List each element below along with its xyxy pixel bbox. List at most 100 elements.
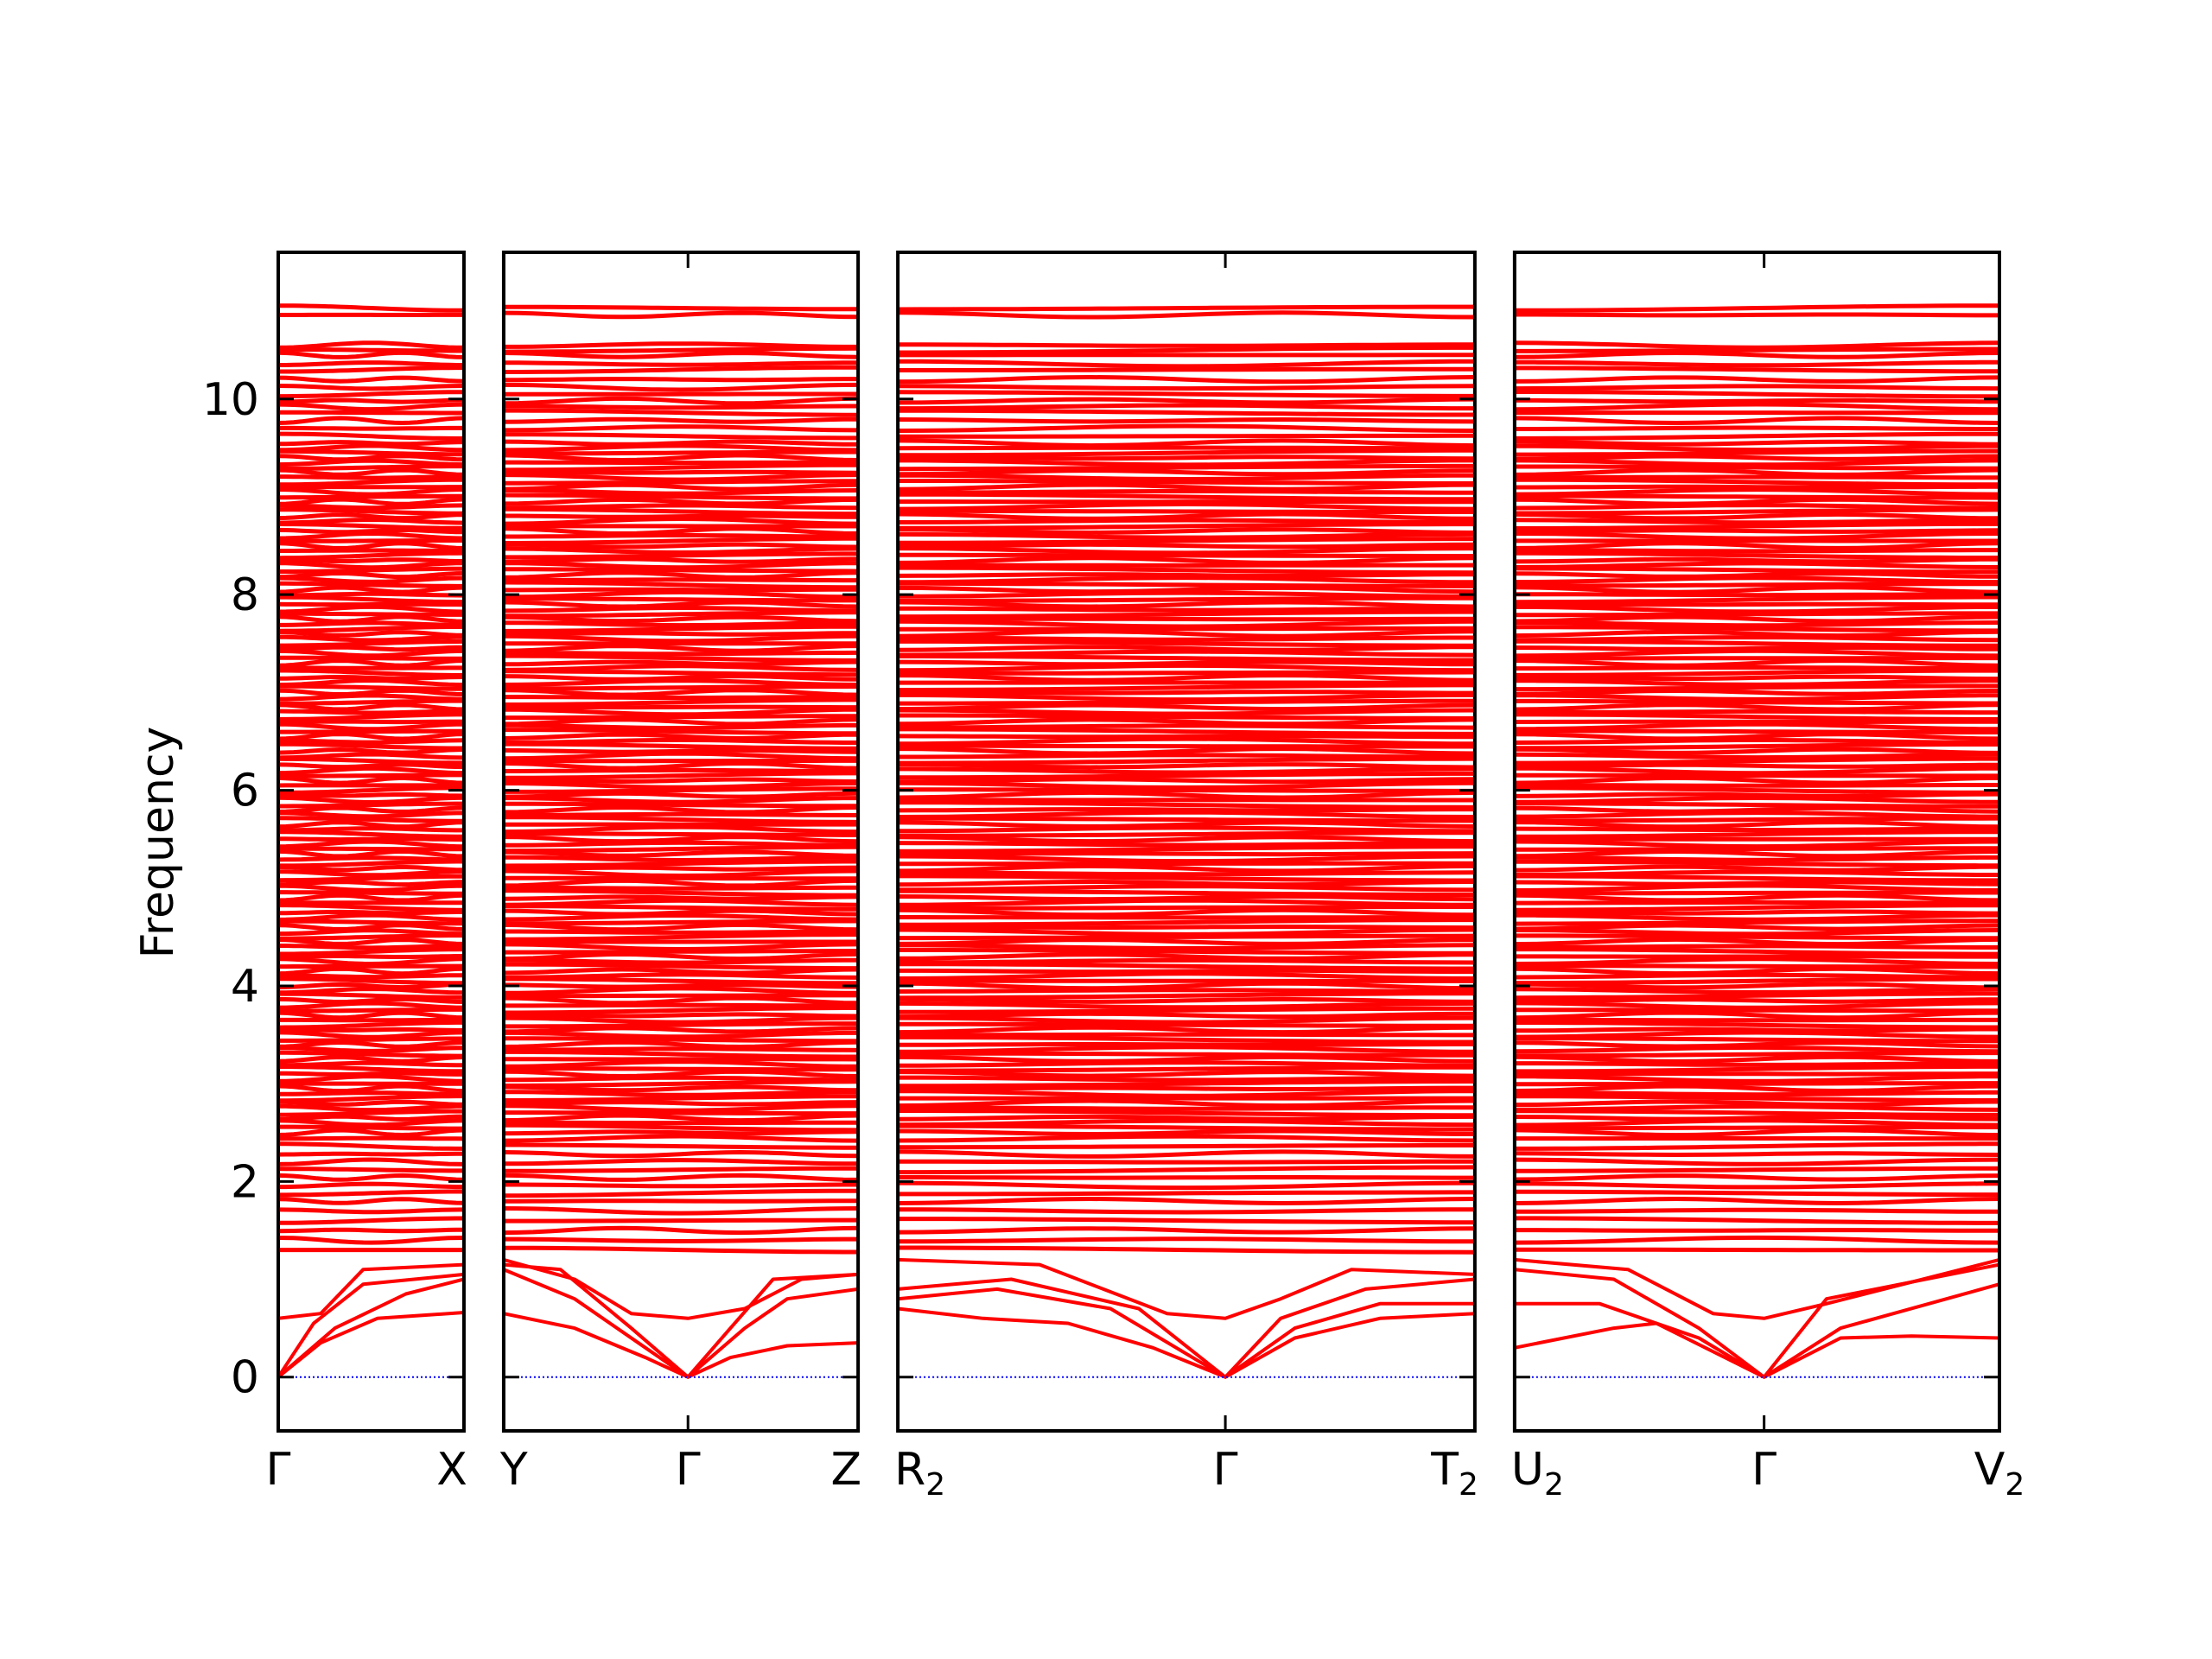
x-tick-label-subscript: 2 [1544, 1467, 1564, 1503]
band-line [503, 1122, 859, 1133]
band-line [1514, 487, 2000, 497]
band-line [1514, 795, 2000, 804]
band-line [503, 377, 859, 383]
y-tick-label: 8 [231, 569, 259, 621]
band-line [1514, 425, 1999, 431]
band-line [278, 869, 464, 878]
band-line [278, 1197, 464, 1205]
band-line [898, 927, 1475, 937]
band-line [503, 506, 859, 517]
band-line [503, 1158, 859, 1166]
band-line [278, 826, 464, 833]
band-line [1514, 518, 2000, 525]
band-line [278, 550, 464, 561]
band-line [278, 458, 464, 467]
band-line [503, 1113, 859, 1123]
band-line [503, 1100, 859, 1107]
band-line [503, 865, 859, 872]
band-line [278, 1141, 464, 1151]
band-line [278, 1050, 464, 1058]
band-line [898, 844, 1475, 854]
band-line [503, 1059, 859, 1069]
x-tick-label: Γ [676, 1444, 701, 1496]
band-line [898, 851, 1475, 857]
band-line [503, 1039, 859, 1050]
band-line [898, 537, 1475, 545]
band-line [278, 1030, 464, 1039]
band-line [503, 767, 859, 773]
band-line [898, 996, 1475, 1004]
band-line [278, 918, 464, 926]
band-line [503, 815, 859, 824]
band-line [1514, 991, 1999, 1001]
band-line [503, 1103, 859, 1113]
acoustic-band-line [278, 1272, 464, 1378]
band-line [1514, 918, 1999, 926]
band-line [278, 375, 464, 384]
band-line [898, 981, 1475, 991]
band-line [1514, 805, 2000, 814]
band-line [503, 1142, 859, 1150]
band-line [898, 1105, 1475, 1111]
band-line [1514, 810, 1999, 819]
band-line [1514, 645, 1999, 652]
band-line [1514, 507, 2000, 516]
band-line [898, 898, 1475, 907]
band-line [278, 384, 464, 391]
band-line [503, 1021, 859, 1029]
band-line [503, 439, 859, 447]
band-line [1514, 665, 1999, 671]
band-line [1514, 1084, 2000, 1094]
band-line [1514, 561, 2000, 569]
band-line [503, 503, 859, 511]
band-line [503, 404, 859, 410]
band-line [898, 1217, 1475, 1225]
band-line [278, 1007, 464, 1014]
band-line [1514, 512, 2000, 521]
band-line [503, 449, 859, 456]
band-line [503, 1049, 859, 1059]
band-line [898, 1134, 1475, 1143]
band-line [278, 719, 464, 725]
band-line [1514, 756, 1999, 766]
band-line [278, 859, 464, 868]
band-line [1514, 390, 2000, 399]
band-line [1514, 893, 2000, 903]
band-line [1514, 384, 2000, 391]
band-line [278, 570, 464, 580]
band-line [1514, 987, 2000, 995]
band-line [1514, 477, 1999, 487]
band-line [898, 501, 1475, 512]
band-line [278, 957, 464, 967]
band-line [503, 542, 859, 550]
panel-1-frame [276, 251, 466, 1433]
band-line [278, 709, 464, 715]
band-line [278, 507, 464, 516]
band-line [898, 777, 1475, 785]
band-line [503, 732, 859, 741]
band-line [898, 1045, 1475, 1054]
band-line [278, 614, 464, 624]
band-line [278, 431, 464, 441]
band-line [503, 695, 859, 700]
band-line [503, 1030, 859, 1039]
band-line [278, 527, 464, 535]
y-axis-label: Frequency [132, 727, 184, 959]
band-line [503, 600, 859, 609]
band-line [898, 600, 1475, 609]
band-line [898, 572, 1475, 578]
band-line [1514, 1099, 2000, 1108]
band-line [503, 913, 859, 922]
band-line [503, 777, 859, 785]
band-line [503, 728, 859, 736]
band-line [898, 1245, 1475, 1255]
band-line [503, 497, 859, 506]
band-line [1514, 658, 2000, 668]
band-line [1514, 1090, 1999, 1097]
band-line [503, 751, 859, 761]
band-line [278, 996, 464, 1005]
band-line [503, 620, 859, 628]
band-line [503, 596, 859, 603]
band-line [503, 760, 859, 771]
band-line [503, 650, 859, 657]
